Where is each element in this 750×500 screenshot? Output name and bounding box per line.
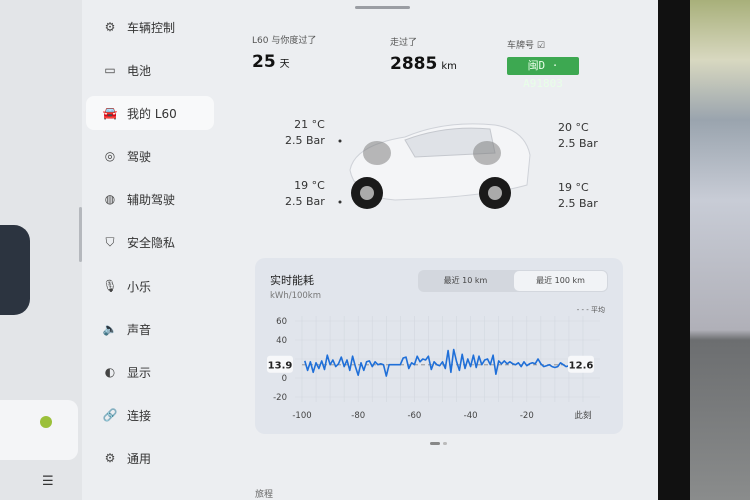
sidebar-item-label: 安全隐私 [127, 235, 176, 250]
sidebar-item-label: 小乐 [127, 279, 152, 294]
sidebar-item-label: 辅助驾驶 [127, 192, 176, 207]
sidebar-item-1[interactable]: ▭ 电池 [86, 53, 214, 87]
y-tick-label: 40 [276, 336, 287, 346]
edit-icon[interactable]: ☑ [536, 41, 545, 51]
tire-pressure: 2.5 Bar [285, 134, 325, 147]
plate-label: 车牌号 ☑ [507, 38, 545, 51]
link-icon: 🔗 [102, 408, 118, 422]
sidebar-item-label: 声音 [127, 322, 152, 337]
sidebar-item-label: 连接 [127, 408, 152, 423]
sidebar-item-label: 驾驶 [127, 149, 152, 164]
tire-rear-right: 19 °C 2.5 Bar [558, 180, 598, 212]
average-legend: - - - 平均 [576, 306, 605, 314]
gear-icon: ⚙ [104, 451, 116, 465]
sidebar-item-0[interactable]: ⚙ 车辆控制 [86, 10, 214, 44]
car-icon: 🚘 [102, 106, 118, 120]
days-number: 25 [252, 52, 276, 72]
microphone-icon: 🎙 [102, 279, 118, 293]
y-tick-label: 0 [282, 374, 287, 384]
start-value-badge-bg [267, 355, 293, 373]
sidebar-item-10[interactable]: ⚙ 通用 [86, 441, 214, 475]
range-tabs: 最近 10 km 最近 100 km [418, 270, 608, 292]
left-panel: ☰ [0, 0, 82, 500]
tire-temp: 19 °C [294, 179, 325, 192]
distance-value: 2885 km [390, 54, 457, 74]
sidebar-item-5[interactable]: ⛉ 安全隐私 [86, 225, 214, 259]
car-screen: ☰ ⚙ 车辆控制 ▭ 电池 🚘 我的 L60 ◎ 驾驶 ◍ 辅助驾驶 ⛉ 安全隐私 🎙 小乐 🔈 声音 ◐ 显示 🔗… [0, 0, 658, 500]
days-unit: 天 [279, 59, 290, 70]
x-tick-label: -100 [292, 411, 311, 421]
x-tick-label: 此刻 [574, 410, 591, 421]
battery-icon: ▭ [104, 63, 116, 77]
y-tick-label: 60 [276, 317, 287, 327]
menu-icon[interactable]: ☰ [42, 474, 54, 489]
distance-number: 2885 [390, 54, 438, 74]
sidebar-item-label: 显示 [127, 365, 152, 380]
car-thumbnail [0, 225, 30, 315]
end-value-badge: 12.6 [569, 360, 594, 371]
sidebar-item-label: 我的 L60 [127, 106, 177, 121]
x-tick-label: -60 [407, 411, 421, 421]
tab-last-10km[interactable]: 最近 10 km [443, 276, 488, 285]
energy-unit: kWh/100km [270, 291, 322, 301]
screen-bezel [658, 0, 690, 500]
my-car-page: L60 与你度过了 25 天 走过了 2885 km 车牌号 ☑ 闽D · A918… [215, 0, 658, 500]
page-indicator [430, 442, 447, 445]
speaker-icon: 🔈 [102, 322, 118, 336]
display-icon: ◐ [104, 365, 116, 379]
drag-handle[interactable] [355, 6, 410, 9]
scrollbar[interactable] [79, 207, 82, 262]
settings-sidebar: ⚙ 车辆控制 ▭ 电池 🚘 我的 L60 ◎ 驾驶 ◍ 辅助驾驶 ⛉ 安全隐私 🎙 小乐 🔈 声音 ◐ 显示 🔗 连接… [86, 10, 214, 484]
end-value-badge-bg [568, 355, 594, 373]
tire-pressure: 2.5 Bar [285, 195, 325, 208]
shield-icon: ⛉ [105, 234, 115, 249]
steering-wheel-icon: ◎ [104, 149, 116, 163]
tire-front-left: 21 °C 2.5 Bar [285, 117, 325, 149]
car-illustration [338, 123, 531, 209]
y-tick-label: -20 [273, 393, 287, 403]
energy-title: 实时能耗 [270, 274, 314, 287]
sidebar-item-2[interactable]: 🚘 我的 L60 [86, 96, 214, 130]
media-card[interactable] [0, 400, 78, 460]
sidebar-item-4[interactable]: ◍ 辅助驾驶 [86, 182, 214, 216]
tire-rear-left: 19 °C 2.5 Bar [285, 178, 325, 210]
sidebar-item-8[interactable]: ◐ 显示 [86, 355, 214, 389]
background-scene [690, 0, 750, 500]
start-value-badge: 13.9 [268, 360, 293, 371]
tire-pressure: 2.5 Bar [558, 197, 598, 210]
distance-label: 走过了 [390, 38, 418, 48]
energy-consumption-card: 60 40 0 -20 -100 -80 -60 -40 -20 此刻 13.9 12.6 实时能耗 … [255, 258, 623, 434]
sidebar-item-label: 通用 [127, 451, 152, 466]
sidebar-item-label: 车辆控制 [127, 20, 176, 35]
x-tick-label: -40 [464, 411, 478, 421]
sidebar-item-3[interactable]: ◎ 驾驶 [86, 139, 214, 173]
tire-temp: 19 °C [558, 181, 589, 194]
plate-label-text: 车牌号 [507, 41, 535, 51]
sidebar-item-9[interactable]: 🔗 连接 [86, 398, 214, 432]
tire-temp: 21 °C [294, 118, 325, 131]
trip-section-label: 旅程 [255, 490, 274, 500]
sidebar-item-label: 电池 [127, 63, 152, 78]
distance-unit: km [441, 61, 457, 72]
days-value: 25 天 [252, 52, 290, 72]
assist-driving-icon: ◍ [104, 192, 116, 206]
sidebar-item-7[interactable]: 🔈 声音 [86, 312, 214, 346]
x-tick-label: -80 [351, 411, 365, 421]
days-label: L60 与你度过了 [252, 36, 317, 46]
sidebar-item-6[interactable]: 🎙 小乐 [86, 269, 214, 303]
license-plate[interactable]: 闽D · A91803 [507, 57, 579, 90]
x-tick-label: -20 [520, 411, 534, 421]
tire-temp: 20 °C [558, 121, 589, 134]
energy-chart: 60 40 0 -20 -100 -80 -60 -40 -20 此刻 13.9 12.6 [267, 316, 600, 421]
tab-last-100km[interactable]: 最近 100 km [514, 271, 607, 291]
tire-pressure: 2.5 Bar [558, 137, 598, 150]
tire-front-right: 20 °C 2.5 Bar [558, 120, 598, 152]
app-icon[interactable] [40, 416, 52, 428]
car-control-icon: ⚙ [104, 20, 116, 34]
